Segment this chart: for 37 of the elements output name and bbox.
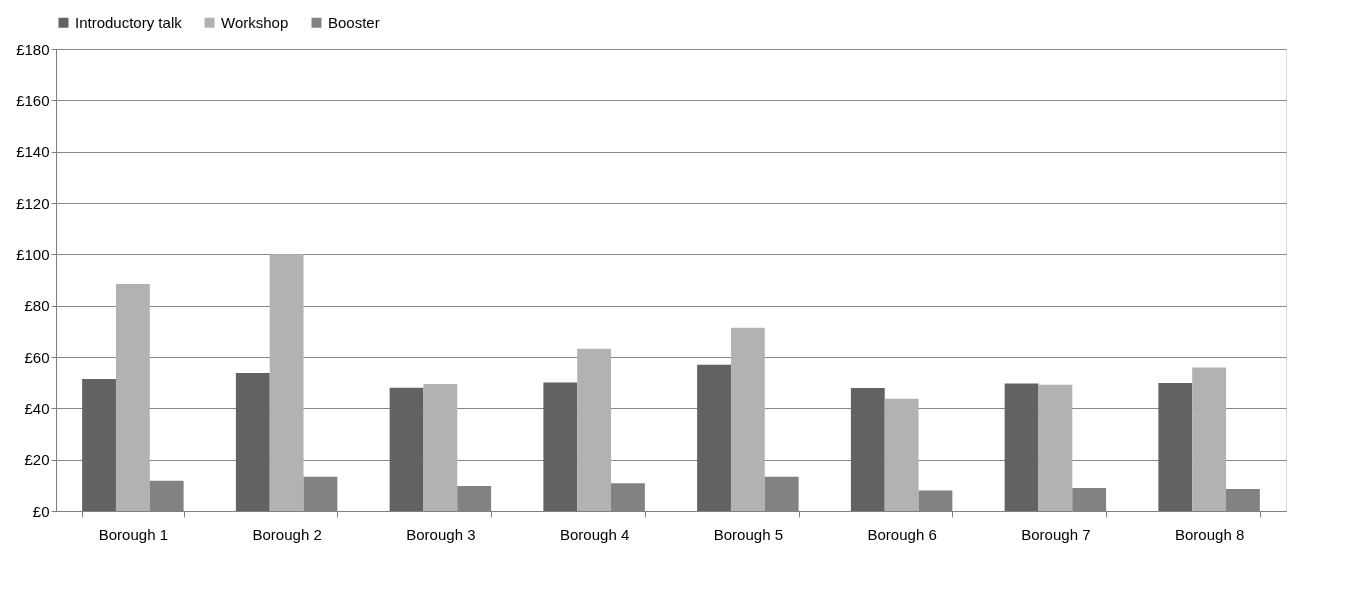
bar	[1004, 383, 1039, 511]
y-tick-label: £0	[32, 502, 50, 520]
bar	[423, 383, 458, 511]
bar	[269, 254, 304, 511]
y-tick-label: £80	[24, 297, 50, 315]
x-tick-label: Borough 2	[252, 525, 322, 543]
y-tick-label: £40	[24, 399, 50, 417]
bar	[235, 372, 270, 511]
y-tick-label: £160	[16, 91, 50, 109]
x-tick-label: Borough 1	[98, 525, 168, 543]
bar	[1158, 382, 1193, 511]
bar	[850, 388, 885, 511]
y-tick-label: £140	[16, 143, 50, 161]
y-tick-label: £20	[24, 451, 50, 469]
bar	[577, 348, 612, 511]
bar	[884, 398, 919, 511]
bar	[543, 382, 578, 511]
y-tick-label: £100	[16, 245, 50, 263]
y-tick-label: £180	[16, 40, 50, 58]
x-tick-label: Borough 6	[867, 525, 937, 543]
bar	[1038, 384, 1073, 511]
legend-label: Introductory talk	[75, 13, 183, 31]
bar	[730, 327, 765, 511]
x-tick-label: Borough 4	[560, 525, 630, 543]
y-tick-label: £60	[24, 348, 50, 366]
x-tick-label: Borough 3	[406, 525, 476, 543]
bar	[697, 364, 731, 511]
y-tick-label: £120	[16, 194, 50, 212]
x-tick-label: Borough 7	[1021, 525, 1091, 543]
bar	[82, 379, 116, 511]
legend-label: Workshop	[221, 13, 289, 31]
bar	[1192, 367, 1227, 511]
x-tick-label: Borough 5	[713, 525, 783, 543]
bar	[389, 387, 424, 511]
x-tick-label: Borough 8	[1175, 525, 1245, 543]
legend-label: Booster	[328, 13, 380, 31]
bar	[115, 284, 150, 511]
